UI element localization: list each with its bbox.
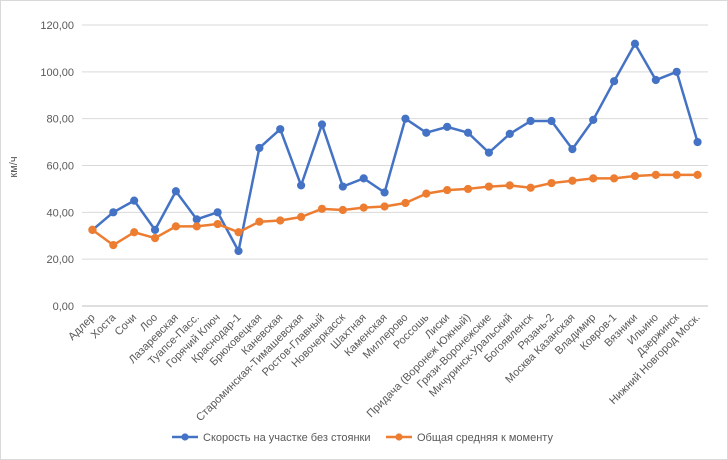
data-point — [359, 174, 368, 183]
x-axis-categories: АдлерХостаСочиЛооЛазаревскаяТуапсе-Пасс.… — [66, 311, 703, 424]
data-point — [150, 225, 160, 234]
data-point — [150, 233, 160, 243]
data-point — [672, 170, 681, 179]
data-point — [422, 128, 431, 137]
legend-marker-2 — [395, 433, 403, 441]
data-point — [109, 208, 118, 217]
legend-label-1: Скорость на участке без стоянки — [203, 432, 370, 444]
data-point — [192, 222, 201, 231]
data-point — [359, 203, 368, 212]
data-point — [610, 77, 619, 86]
legend: Скорость на участке без стоянки Общая сре… — [172, 432, 553, 444]
data-point — [568, 145, 577, 154]
data-point — [630, 39, 640, 48]
x-category-label: Хоста — [89, 311, 119, 341]
data-point — [234, 246, 243, 256]
data-point — [401, 198, 410, 208]
x-category-label: Сочи — [113, 312, 140, 339]
data-point — [213, 208, 222, 217]
data-point — [547, 178, 556, 188]
y-tick-label: 0,00 — [53, 301, 74, 313]
data-point — [192, 215, 201, 224]
data-point — [317, 204, 327, 213]
data-point — [526, 116, 535, 126]
data-point — [130, 228, 139, 237]
data-point — [484, 182, 493, 191]
data-point — [297, 181, 306, 190]
data-point — [338, 205, 347, 215]
data-point — [651, 170, 660, 179]
data-point — [276, 125, 285, 134]
data-point — [463, 128, 473, 137]
data-point — [422, 189, 431, 198]
data-point — [401, 114, 410, 123]
data-point — [443, 122, 452, 131]
data-point — [88, 225, 97, 234]
data-point — [651, 75, 660, 85]
data-point — [234, 228, 243, 237]
data-point — [630, 171, 640, 181]
data-point — [109, 241, 118, 250]
y-tick-label: 80,00 — [46, 114, 74, 126]
data-point — [693, 137, 702, 147]
data-point — [255, 143, 264, 153]
legend-marker-1 — [181, 433, 189, 441]
data-point — [338, 182, 347, 191]
y-axis-title: км/ч — [8, 156, 20, 177]
gridlines — [82, 24, 708, 307]
data-point — [589, 174, 598, 183]
data-point — [255, 217, 264, 226]
data-point — [130, 196, 139, 205]
series — [88, 39, 702, 256]
data-point — [463, 184, 473, 194]
data-point — [171, 222, 180, 231]
y-axis-ticks: 0,00 20,00 40,00 60,00 80,00 100,00 120,00 — [40, 20, 74, 313]
data-point — [526, 183, 535, 192]
data-point — [505, 129, 514, 138]
data-point — [171, 187, 180, 196]
data-point — [213, 219, 222, 229]
data-point — [672, 67, 681, 76]
y-tick-label: 60,00 — [46, 161, 74, 173]
series-line-2 — [91, 173, 699, 247]
data-point — [547, 116, 556, 126]
data-point — [297, 212, 306, 222]
series-line-1 — [91, 42, 699, 253]
y-tick-label: 20,00 — [46, 254, 74, 266]
data-point — [380, 202, 389, 211]
data-point — [380, 188, 389, 197]
data-point — [693, 170, 702, 179]
y-tick-label: 40,00 — [46, 207, 74, 219]
y-tick-label: 120,00 — [40, 20, 74, 32]
legend-label-2: Общая средняя к моменту — [417, 432, 553, 444]
data-point — [317, 120, 327, 129]
data-point — [276, 216, 285, 225]
data-point — [443, 185, 452, 195]
data-point — [484, 148, 493, 157]
data-point — [505, 181, 514, 190]
data-point — [589, 115, 598, 124]
data-point — [610, 174, 619, 183]
y-tick-label: 100,00 — [40, 67, 74, 79]
data-point — [568, 176, 577, 185]
